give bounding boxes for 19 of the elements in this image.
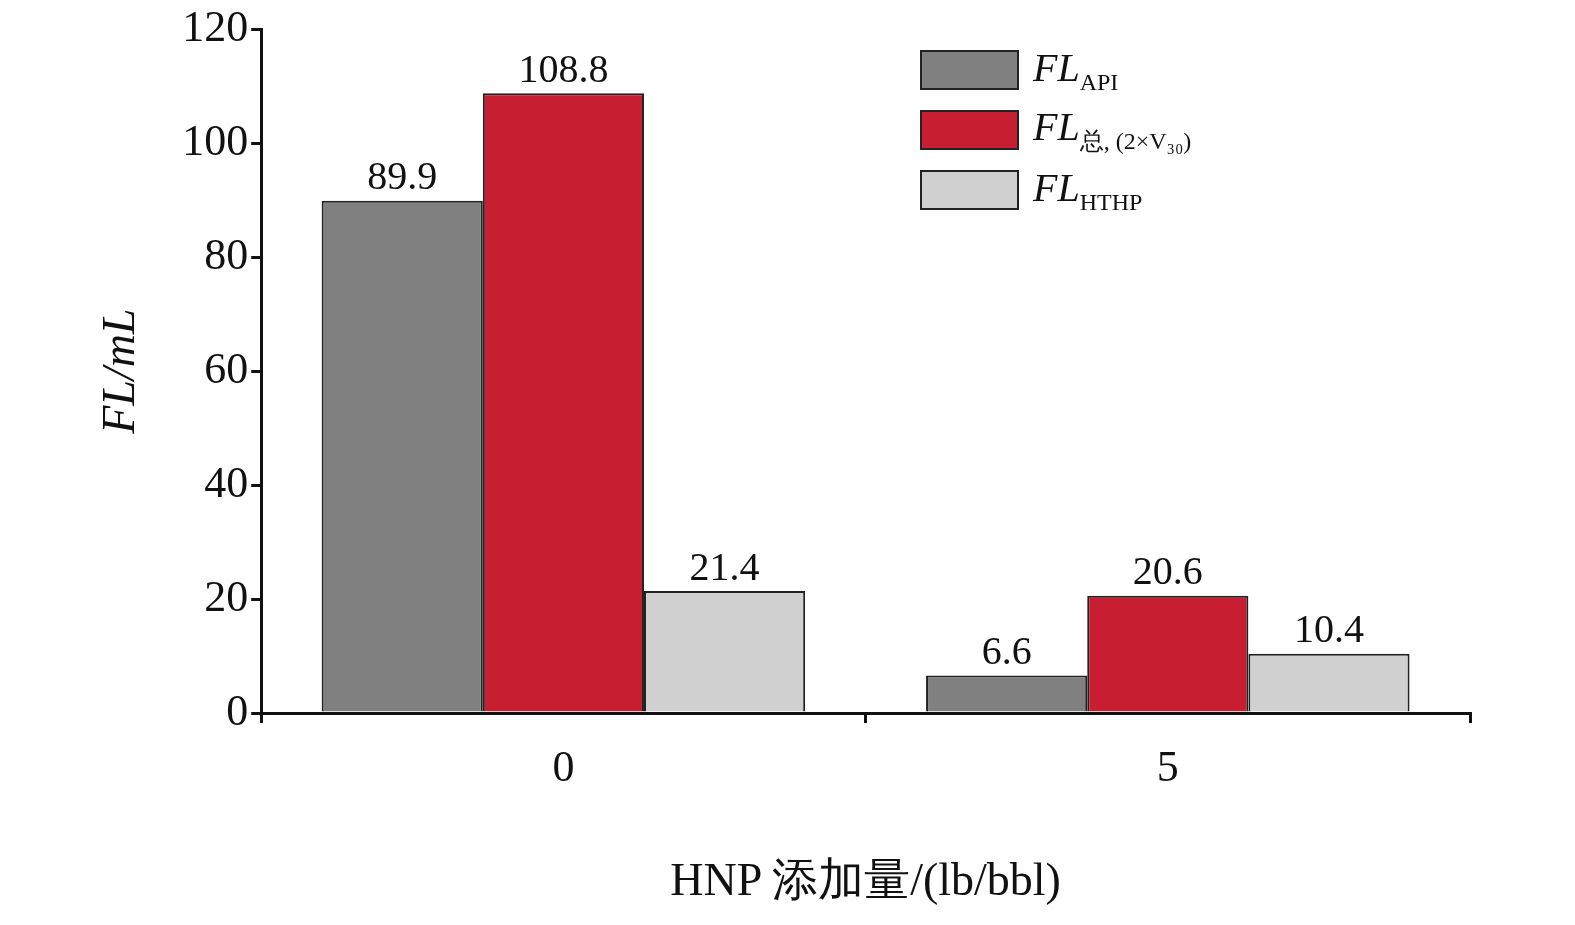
data-label: 10.4 [1293, 606, 1364, 652]
y-tick-label: 0 [226, 685, 249, 735]
y-tick-label: 60 [204, 343, 249, 393]
y-tick-label: 120 [182, 1, 249, 51]
data-label: 108.8 [518, 45, 609, 91]
data-label: 21.4 [689, 543, 760, 589]
y-tick-label: 40 [204, 457, 249, 507]
legend-label: FL$_{总, (2×V₃₀)}$ [1033, 103, 1192, 156]
legend-label: FL$_{API}$ [1033, 44, 1119, 96]
y-tick-label: 20 [204, 571, 249, 621]
y-tick-label: 100 [182, 115, 249, 165]
legend-label: FL$_{HTHP}$ [1033, 164, 1143, 216]
y-axis-title: FL/mL [92, 308, 144, 435]
x-tick-label: 5 [1156, 741, 1179, 791]
y-tick-label: 80 [204, 229, 249, 279]
x-axis-title: HNP 添加量/(lb/bbl) [670, 854, 1061, 906]
data-label: 20.6 [1132, 548, 1203, 594]
data-label: 89.9 [367, 153, 438, 199]
data-label: 6.6 [981, 627, 1032, 673]
